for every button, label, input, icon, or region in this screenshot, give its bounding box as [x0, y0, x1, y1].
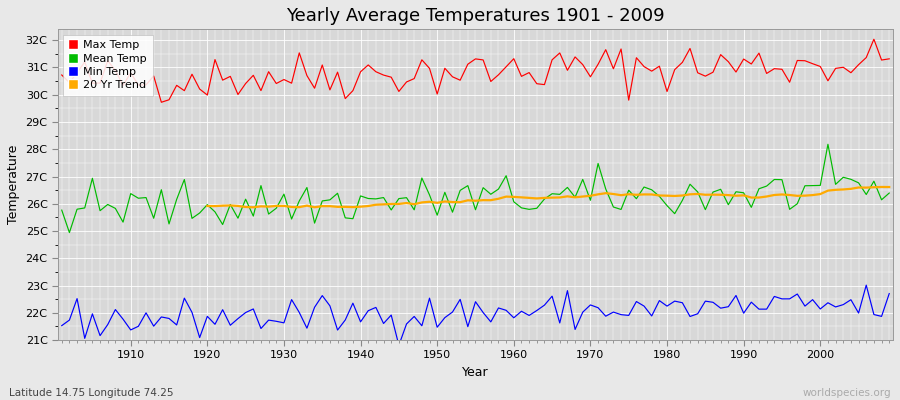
Title: Yearly Average Temperatures 1901 - 2009: Yearly Average Temperatures 1901 - 2009 [286, 7, 665, 25]
Text: worldspecies.org: worldspecies.org [803, 388, 891, 398]
Legend: Max Temp, Mean Temp, Min Temp, 20 Yr Trend: Max Temp, Mean Temp, Min Temp, 20 Yr Tre… [64, 35, 153, 96]
Text: Latitude 14.75 Longitude 74.25: Latitude 14.75 Longitude 74.25 [9, 388, 174, 398]
Y-axis label: Temperature: Temperature [7, 145, 20, 224]
X-axis label: Year: Year [463, 366, 489, 379]
